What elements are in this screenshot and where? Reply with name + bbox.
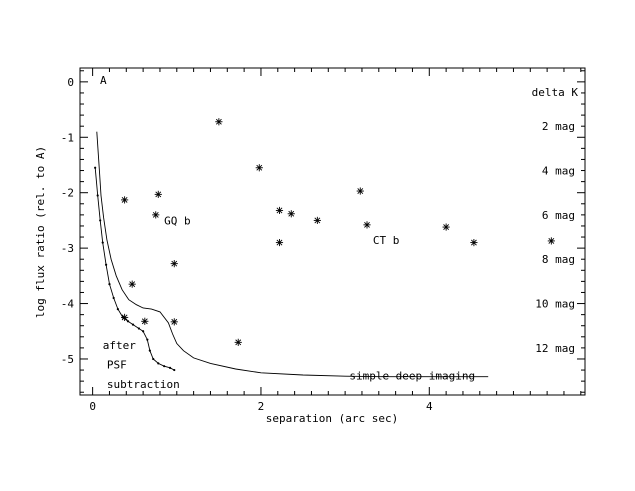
data-point — [170, 318, 178, 326]
data-point — [170, 260, 178, 268]
annotation: after — [103, 339, 136, 352]
annotation: simple deep imaging — [349, 370, 475, 383]
data-point — [356, 187, 364, 195]
annotation: PSF — [107, 359, 127, 372]
annotation: GQ b — [164, 214, 191, 227]
psf-curve-point — [163, 365, 166, 368]
psf-curve-point — [99, 219, 102, 222]
y-tick-label: -5 — [61, 353, 74, 366]
data-point — [442, 223, 450, 231]
psf-curve-point — [142, 330, 145, 333]
psf-curve-point — [112, 296, 115, 300]
data-point — [287, 210, 295, 218]
psf-subtraction-curve — [94, 167, 175, 371]
panel-label: A — [100, 74, 107, 87]
data-point — [255, 164, 263, 172]
right-axis-title: delta K — [532, 86, 579, 99]
x-tick-label: 2 — [258, 400, 265, 413]
psf-curve-point — [137, 327, 141, 330]
y-tick-label: -1 — [61, 131, 74, 144]
x-tick-label: 4 — [426, 400, 433, 413]
psf-curve-point — [146, 338, 149, 341]
y-tick-label: -2 — [61, 187, 74, 200]
psf-curve-point — [104, 263, 108, 266]
x-ticks: 0 2 4 — [89, 68, 582, 413]
data-point — [234, 338, 242, 346]
y-tick-label: -4 — [61, 298, 75, 311]
psf-curve-point — [148, 349, 151, 352]
data-points — [121, 118, 555, 346]
y-tick-label: -3 — [61, 242, 74, 255]
data-point — [141, 317, 149, 325]
psf-curve-point — [96, 194, 99, 197]
delta-k-label: 12 mag — [535, 342, 575, 355]
delta-k-label: 10 mag — [535, 298, 575, 311]
delta-k-label: 2 mag — [542, 120, 575, 133]
x-tick-label: 0 — [89, 400, 96, 413]
deep-imaging-curve — [96, 131, 489, 378]
psf-curve-point — [101, 241, 104, 244]
psf-curve-point — [157, 362, 160, 365]
x-axis-label: separation (arc sec) — [266, 412, 398, 425]
data-point — [313, 216, 321, 225]
delta-k-label: 6 mag — [542, 209, 575, 222]
curves — [94, 131, 489, 378]
y-tick-label: 0 — [67, 76, 74, 89]
delta-k-label: 8 mag — [542, 253, 575, 266]
data-point — [152, 211, 160, 219]
data-point — [215, 118, 223, 126]
annotations: GQ b CT b simple deep imaging after PSF subtr… — [103, 214, 475, 391]
psf-curve-point — [116, 307, 119, 311]
psf-curve-point — [126, 320, 130, 323]
psf-curve-point — [94, 166, 97, 169]
data-point — [128, 280, 136, 288]
delta-k-label: 4 mag — [542, 165, 575, 178]
psf-curve-point — [108, 283, 111, 286]
data-point — [121, 196, 129, 204]
data-point — [275, 238, 284, 247]
data-point — [363, 221, 371, 229]
data-point — [547, 237, 555, 245]
right-axis-labels: 2 mag 4 mag 6 mag 8 mag 10 mag 12 mag — [535, 120, 575, 355]
psf-curve-point — [168, 366, 172, 369]
data-point — [470, 238, 478, 247]
annotation: CT b — [373, 234, 400, 247]
plot-frame — [79, 67, 586, 396]
annotation: subtraction — [107, 378, 180, 391]
y-axis-label: log flux ratio (rel. to A) — [34, 146, 47, 318]
data-point — [154, 190, 162, 198]
psf-curve-point — [131, 323, 135, 326]
psf-curve-point — [152, 357, 155, 361]
y-ticks: 0 -1 -2 -3 -4 -5 — [61, 70, 585, 393]
psf-curve-point — [173, 368, 176, 372]
data-point — [275, 206, 284, 215]
data-point — [121, 313, 129, 322]
